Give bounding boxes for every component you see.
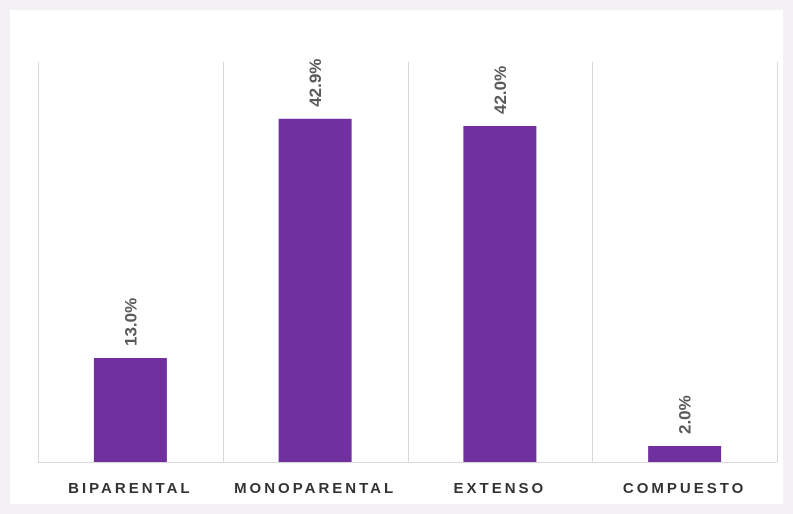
data-label: 2.0%	[676, 395, 695, 434]
bar-monoparental	[278, 118, 352, 463]
bar-chart: 13.0% BIPARENTAL 42.9% MONOPARENTAL 42.0% EXT…	[38, 59, 778, 497]
x-tick-label: MONOPARENTAL	[234, 480, 396, 497]
bar-compuesto	[648, 446, 722, 462]
bar-extenso	[463, 126, 537, 462]
x-tick-label: COMPUESTO	[623, 480, 746, 497]
data-label: 42.9%	[306, 59, 325, 107]
chart-panel: 13.0% BIPARENTAL 42.9% MONOPARENTAL 42.0% EXT…	[10, 10, 783, 504]
bar-biparental	[93, 358, 167, 462]
data-label: 13.0%	[121, 298, 140, 346]
x-tick-label: BIPARENTAL	[68, 480, 192, 497]
x-tick-label: EXTENSO	[454, 480, 547, 497]
data-label: 42.0%	[491, 66, 510, 114]
